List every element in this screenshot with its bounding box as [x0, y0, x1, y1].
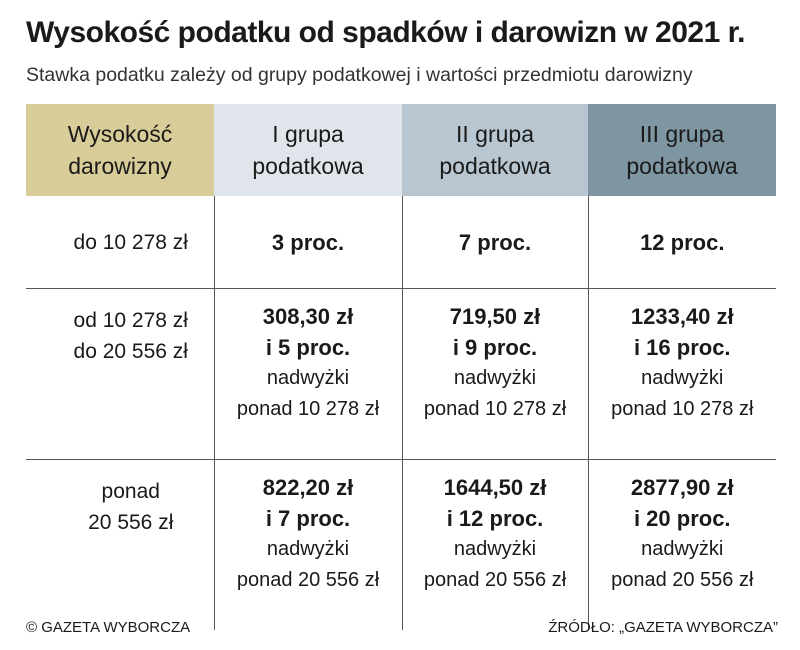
header-group-2: II grupa podatkowa — [402, 104, 588, 196]
page-subtitle: Stawka podatku zależy od grupy podatkowe… — [26, 64, 693, 86]
header-line: II grupa — [456, 121, 534, 147]
header-line: III grupa — [639, 121, 725, 147]
table-row: ponad 20 556 zł 822,20 zł i 7 proc. nadw… — [26, 459, 776, 630]
table-header-row: Wysokość darowizny I grupa podatkowa II … — [26, 104, 776, 196]
rate-note: ponad 10 278 zł — [423, 398, 567, 420]
rate-value: 7 proc. — [458, 229, 532, 255]
table-cell: 1233,40 zł i 16 proc. nadwyżki ponad 10 … — [587, 288, 776, 460]
row-label-line: od 10 278 zł — [73, 309, 188, 332]
table-row: od 10 278 zł do 20 556 zł 308,30 zł i 5 … — [26, 288, 776, 460]
rate-value: i 20 proc. — [633, 506, 731, 531]
copyright: © GAZETA WYBORCZA — [26, 619, 191, 636]
row-label: do 10 278 zł — [26, 196, 214, 289]
rate-value: 12 proc. — [640, 229, 725, 255]
row-label-line: ponad — [101, 480, 160, 503]
header-line: Wysokość — [67, 121, 173, 147]
table-cell: 2877,90 zł i 20 proc. nadwyżki ponad 20 … — [587, 459, 776, 630]
table-cell: 7 proc. — [401, 196, 588, 289]
rate-note: ponad 20 556 zł — [423, 569, 567, 591]
header-amount: Wysokość darowizny — [26, 104, 214, 196]
page-title: Wysokość podatku od spadków i darowizn w… — [26, 16, 745, 49]
header-line: podatkowa — [626, 153, 738, 179]
rate-value: i 7 proc. — [265, 506, 351, 531]
table-cell: 1644,50 zł i 12 proc. nadwyżki ponad 20 … — [401, 459, 588, 630]
rate-note: ponad 10 278 zł — [236, 398, 380, 420]
tax-table: Wysokość darowizny I grupa podatkowa II … — [26, 104, 776, 630]
rate-value: 822,20 zł — [262, 475, 354, 500]
row-label-line: do 10 278 zł — [73, 230, 188, 254]
table-cell: 12 proc. — [587, 196, 776, 289]
table-row: do 10 278 zł 3 proc. 7 proc. 12 proc. — [26, 196, 776, 289]
rate-value: 308,30 zł — [262, 304, 354, 329]
header-group-3: III grupa podatkowa — [588, 104, 776, 196]
row-label: ponad 20 556 zł — [26, 459, 214, 630]
rate-value: i 9 proc. — [452, 335, 538, 360]
table-cell: 3 proc. — [213, 196, 402, 289]
rate-value: 2877,90 zł — [630, 475, 734, 500]
header-group-1: I grupa podatkowa — [214, 104, 402, 196]
rate-value: 3 proc. — [271, 229, 345, 255]
row-label: od 10 278 zł do 20 556 zł — [26, 288, 214, 460]
header-line: darowizny — [68, 153, 172, 179]
rate-value: i 5 proc. — [265, 335, 351, 360]
rate-note: nadwyżki — [266, 538, 350, 560]
rate-note: ponad 20 556 zł — [611, 569, 754, 591]
rate-value: i 16 proc. — [633, 335, 731, 360]
rate-note: nadwyżki — [641, 367, 724, 389]
table-cell: 308,30 zł i 5 proc. nadwyżki ponad 10 27… — [213, 288, 402, 460]
header-line: podatkowa — [252, 153, 364, 179]
rate-note: nadwyżki — [453, 538, 537, 560]
rate-note: nadwyżki — [266, 367, 350, 389]
row-label-line: 20 556 zł — [88, 511, 174, 534]
table-cell: 719,50 zł i 9 proc. nadwyżki ponad 10 27… — [401, 288, 588, 460]
rate-note: nadwyżki — [641, 538, 724, 560]
rate-value: i 12 proc. — [446, 506, 544, 531]
header-line: I grupa — [272, 121, 344, 147]
row-label-line: do 20 556 zł — [73, 340, 188, 363]
rate-value: 1644,50 zł — [443, 475, 547, 500]
source-credit: ŹRÓDŁO: „GAZETA WYBORCZA” — [548, 619, 778, 636]
rate-value: 719,50 zł — [449, 304, 541, 329]
table-cell: 822,20 zł i 7 proc. nadwyżki ponad 20 55… — [213, 459, 402, 630]
rate-note: ponad 20 556 zł — [236, 569, 380, 591]
header-line: podatkowa — [439, 153, 551, 179]
rate-note: nadwyżki — [453, 367, 537, 389]
rate-note: ponad 10 278 zł — [611, 398, 754, 420]
rate-value: 1233,40 zł — [630, 304, 734, 329]
